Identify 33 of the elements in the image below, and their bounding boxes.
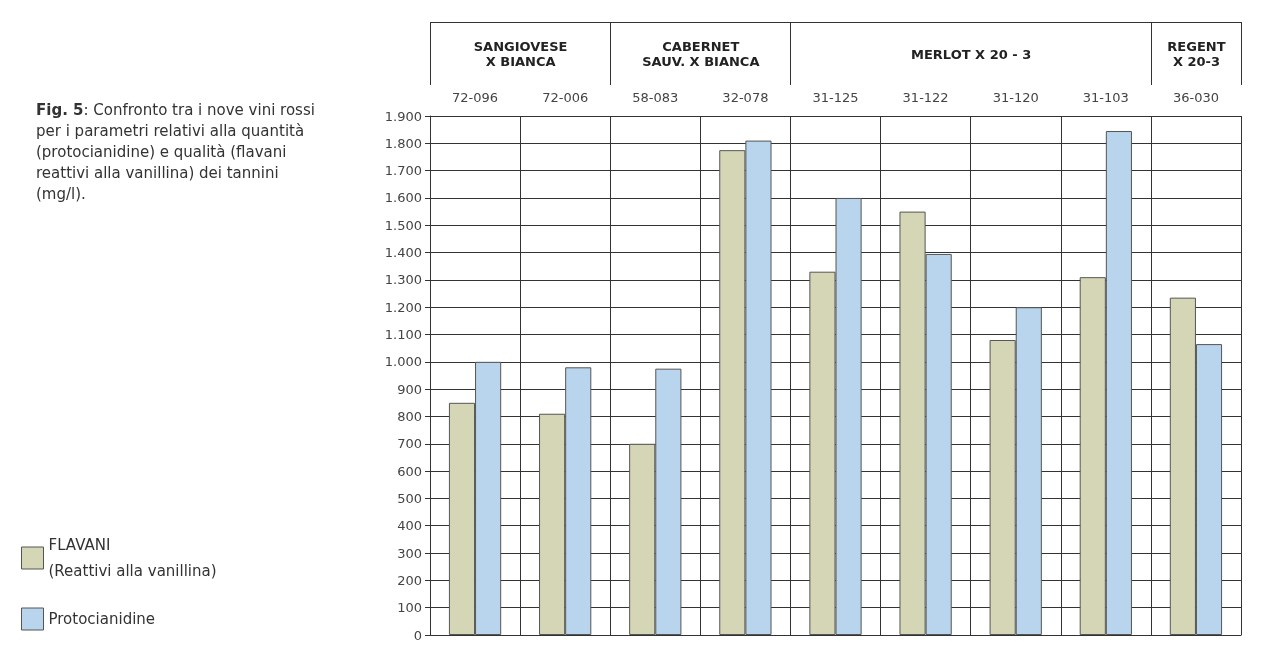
x-tick-label: 36-030 — [1172, 90, 1219, 105]
x-tick-label: 31-103 — [1082, 90, 1129, 105]
y-tick-label: 1.000 — [384, 354, 422, 370]
x-tick-label: 32-078 — [722, 90, 769, 105]
x-tick-label: 31-120 — [992, 90, 1039, 105]
legend-label: Protocianidine — [48, 610, 156, 628]
y-tick-label: 1.100 — [384, 327, 422, 343]
x-tick-label: 31-122 — [902, 90, 949, 105]
x-tick-label: 72-096 — [452, 90, 499, 105]
y-tick-label: 0 — [413, 627, 422, 643]
y-tick-label: 400 — [397, 518, 422, 534]
y-tick-label: 1.500 — [384, 217, 422, 233]
y-tick-label: 300 — [397, 545, 422, 561]
y-tick-label: 1.400 — [384, 245, 422, 261]
y-tick-label: 1.700 — [384, 163, 422, 179]
header-frame: SANGIOVESE X BIANCA CABERNET SAUV. X BIANCA MERLOT X 20 - 3 REGENT X 20-3 — [430, 22, 1242, 85]
y-tick-label: 600 — [397, 463, 422, 479]
legend-label: FLAVANI (Reattivi alla vanillina) — [48, 536, 217, 580]
y-tick-label: 1.300 — [384, 272, 422, 288]
y-tick-label: 900 — [397, 381, 422, 397]
x-tick-label: 58-083 — [632, 90, 679, 105]
y-tick-label: 1.800 — [384, 135, 422, 151]
x-tick-label: 31-125 — [812, 90, 859, 105]
x-tick-label: 72-006 — [542, 90, 589, 105]
y-tick-label: 800 — [397, 408, 422, 424]
y-tick-label: 100 — [397, 600, 422, 616]
y-tick-label: 1.900 — [384, 108, 422, 124]
y-tick-label: 200 — [397, 572, 422, 588]
y-tick-label: 1.200 — [384, 299, 422, 315]
y-tick-label: 500 — [397, 490, 422, 506]
text: Fig. 5: Confronto tra i nove vini rossi per i parametri relativi alla quantità (protocianidine) e qualità (flavani reattivi alla vanillina) dei tannini (mg/l). — [36, 100, 316, 205]
y-tick-label: 1.600 — [384, 190, 422, 206]
y-tick-label: 700 — [397, 436, 422, 452]
